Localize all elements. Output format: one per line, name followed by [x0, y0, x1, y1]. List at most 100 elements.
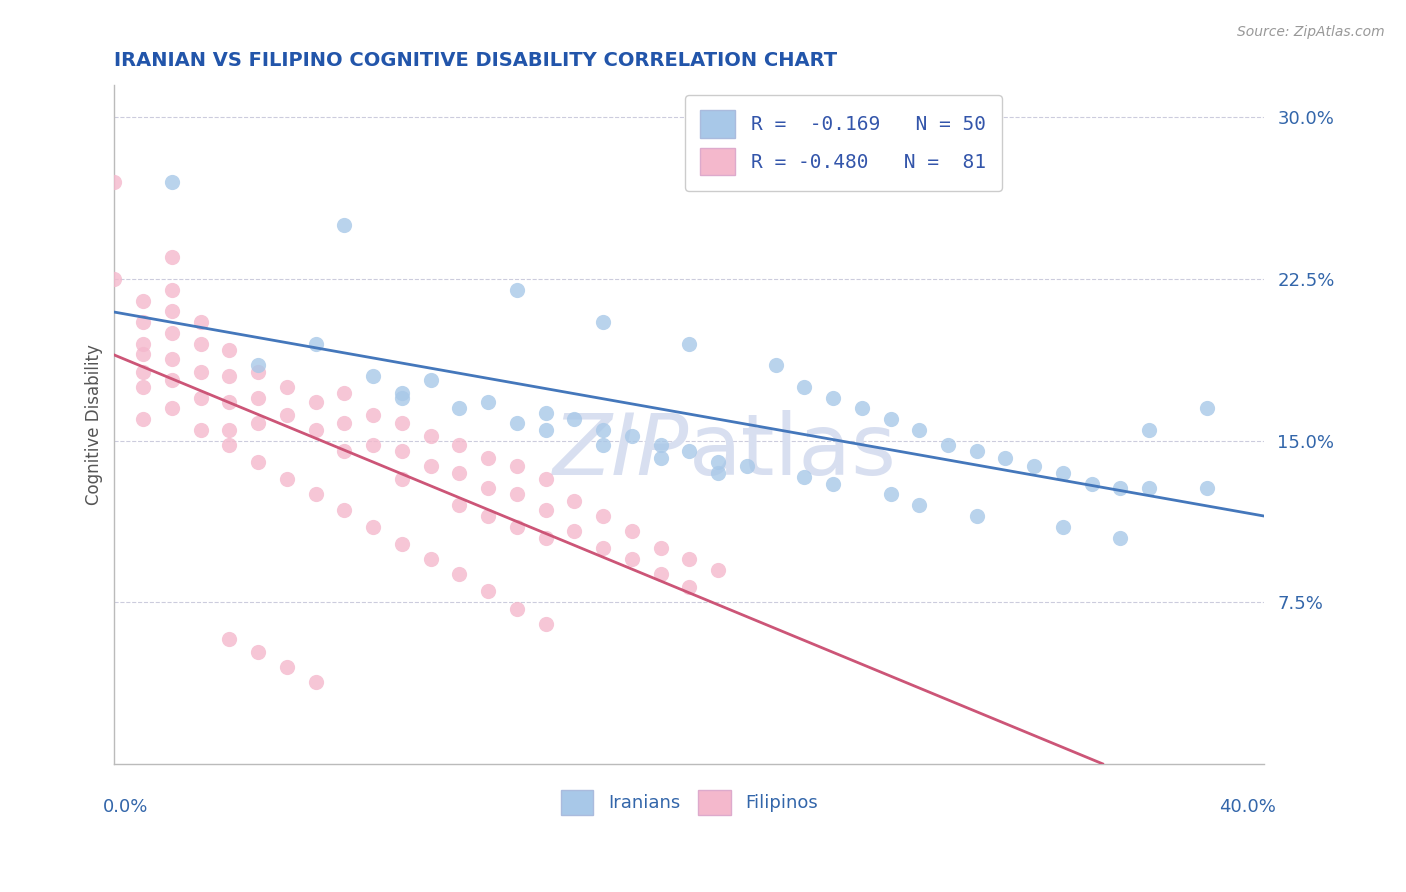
Point [477, 584, 499, 599]
Point [190, 315, 212, 329]
Point [190, 391, 212, 405]
Point [678, 444, 700, 458]
Point [304, 423, 326, 437]
Point [419, 552, 441, 566]
Point [218, 438, 240, 452]
Point [304, 336, 326, 351]
Point [247, 417, 270, 431]
Point [765, 358, 787, 372]
Point [449, 438, 471, 452]
Point [534, 406, 557, 420]
Point [190, 336, 212, 351]
Point [160, 373, 183, 387]
Point [879, 487, 901, 501]
Point [190, 423, 212, 437]
Point [333, 444, 356, 458]
Point [276, 380, 298, 394]
Point [132, 347, 155, 361]
Point [218, 395, 240, 409]
Point [247, 645, 270, 659]
Text: IRANIAN VS FILIPINO COGNITIVE DISABILITY CORRELATION CHART: IRANIAN VS FILIPINO COGNITIVE DISABILITY… [114, 51, 838, 70]
Point [449, 401, 471, 416]
Point [562, 524, 585, 538]
Point [190, 365, 212, 379]
Point [678, 580, 700, 594]
Point [276, 472, 298, 486]
Point [247, 365, 270, 379]
Point [361, 520, 384, 534]
Point [132, 336, 155, 351]
Point [247, 391, 270, 405]
Point [1137, 423, 1160, 437]
Text: 0.0%: 0.0% [103, 797, 148, 816]
Point [333, 386, 356, 401]
Point [620, 429, 643, 443]
Point [160, 326, 183, 340]
Point [650, 567, 672, 582]
Point [1052, 520, 1074, 534]
Point [966, 444, 988, 458]
Point [1109, 481, 1132, 495]
Text: atlas: atlas [689, 410, 897, 493]
Point [879, 412, 901, 426]
Point [650, 438, 672, 452]
Point [678, 552, 700, 566]
Point [304, 487, 326, 501]
Point [506, 459, 529, 474]
Point [477, 450, 499, 465]
Point [506, 601, 529, 615]
Point [132, 412, 155, 426]
Y-axis label: Cognitive Disability: Cognitive Disability [86, 344, 103, 505]
Point [132, 293, 155, 308]
Point [592, 541, 614, 556]
Point [333, 218, 356, 232]
Point [1195, 481, 1218, 495]
Point [391, 417, 413, 431]
Point [735, 459, 758, 474]
Point [506, 417, 529, 431]
Point [247, 455, 270, 469]
Point [132, 315, 155, 329]
Point [936, 438, 959, 452]
Point [304, 395, 326, 409]
Point [160, 304, 183, 318]
Point [477, 481, 499, 495]
Point [707, 455, 730, 469]
Point [562, 412, 585, 426]
Point [534, 502, 557, 516]
Point [908, 498, 931, 512]
Point [707, 466, 730, 480]
Point [391, 391, 413, 405]
Legend: Iranians, Filipinos: Iranians, Filipinos [554, 782, 825, 822]
Point [276, 660, 298, 674]
Point [678, 336, 700, 351]
Point [361, 438, 384, 452]
Point [103, 272, 125, 286]
Point [160, 283, 183, 297]
Point [534, 531, 557, 545]
Point [1195, 401, 1218, 416]
Point [821, 391, 844, 405]
Point [650, 450, 672, 465]
Point [160, 251, 183, 265]
Point [160, 175, 183, 189]
Point [333, 417, 356, 431]
Point [419, 373, 441, 387]
Point [333, 502, 356, 516]
Point [132, 365, 155, 379]
Point [592, 423, 614, 437]
Point [304, 675, 326, 690]
Point [247, 358, 270, 372]
Text: 40.0%: 40.0% [1219, 797, 1275, 816]
Point [218, 632, 240, 646]
Point [449, 498, 471, 512]
Point [793, 470, 815, 484]
Point [966, 509, 988, 524]
Point [592, 509, 614, 524]
Point [1109, 531, 1132, 545]
Point [132, 380, 155, 394]
Point [592, 315, 614, 329]
Point [534, 472, 557, 486]
Point [620, 524, 643, 538]
Point [1137, 481, 1160, 495]
